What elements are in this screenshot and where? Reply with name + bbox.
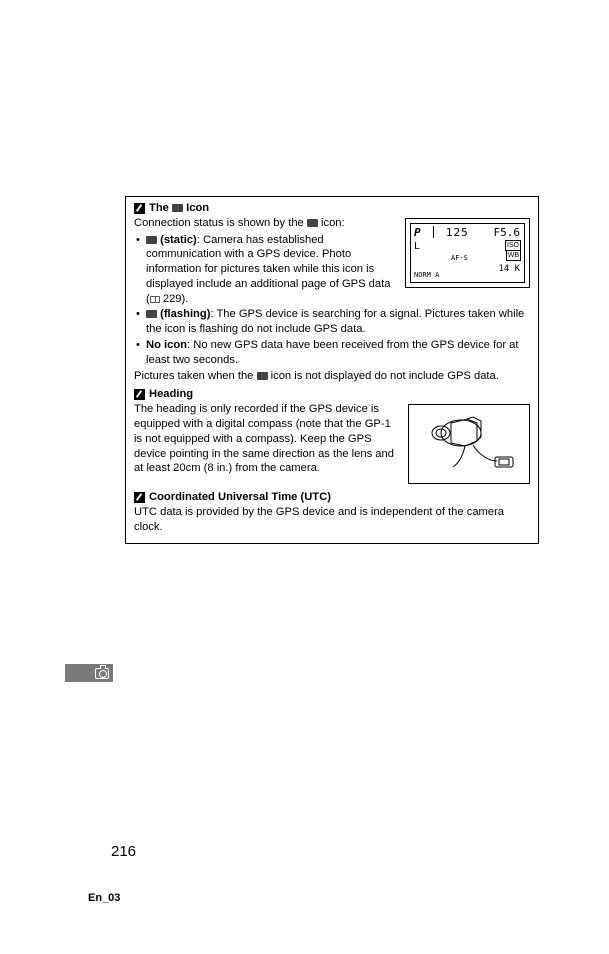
camera-illustration bbox=[408, 404, 530, 484]
section3-text: UTC data is provided by the GPS device a… bbox=[134, 505, 530, 535]
gps-icon bbox=[146, 310, 157, 318]
bullet-flashing: (flashing): The GPS device is searching … bbox=[134, 307, 530, 337]
closing-post: icon is not displayed do not include GPS… bbox=[271, 370, 499, 382]
note-icon bbox=[134, 389, 145, 400]
section1-closing: Pictures taken when the icon is not disp… bbox=[134, 369, 530, 384]
bullet3-label: No icon bbox=[146, 339, 187, 351]
page-number: 216 bbox=[111, 843, 136, 860]
note-icon bbox=[134, 203, 145, 214]
closing-pre: Pictures taken when the bbox=[134, 370, 253, 382]
gps-icon bbox=[257, 372, 268, 380]
gps-icon bbox=[307, 219, 318, 227]
bullet-list: (static): Camera has established communi… bbox=[134, 233, 530, 368]
camera-tab-icon bbox=[95, 668, 109, 679]
section-heading-heading: Heading bbox=[134, 387, 530, 402]
gps-icon bbox=[146, 236, 157, 244]
bullet2-label: (flashing) bbox=[160, 308, 210, 320]
bullet3-text: : No new GPS data have been received fro… bbox=[146, 339, 518, 366]
book-icon bbox=[150, 296, 160, 303]
side-tab bbox=[65, 664, 113, 682]
intro-pre: Connection status is shown by the bbox=[134, 217, 304, 229]
bullet1-label: (static) bbox=[160, 234, 197, 246]
note-icon bbox=[134, 492, 145, 503]
bullet1-ref: 229). bbox=[160, 293, 189, 305]
heading2-text: Heading bbox=[149, 387, 193, 402]
section-heading-icon: The Icon bbox=[134, 201, 530, 216]
manual-page: The Icon P 125 F5.6 L ISO WB AF-S 14 K bbox=[0, 0, 609, 954]
bullet-noicon: No icon: No new GPS data have been recei… bbox=[134, 338, 530, 368]
heading3-text: Coordinated Universal Time (UTC) bbox=[149, 490, 331, 505]
heading-text-pre: The bbox=[149, 202, 169, 214]
bullet-static: (static): Camera has established communi… bbox=[134, 233, 530, 307]
footer-code: En_03 bbox=[88, 892, 120, 904]
info-box: The Icon P 125 F5.6 L ISO WB AF-S 14 K bbox=[125, 196, 539, 544]
camera-svg-icon bbox=[415, 411, 523, 477]
intro-post: icon: bbox=[321, 217, 345, 229]
gps-icon bbox=[172, 204, 183, 212]
section-heading-utc: Coordinated Universal Time (UTC) bbox=[134, 490, 530, 505]
heading-text-post: Icon bbox=[186, 202, 209, 214]
